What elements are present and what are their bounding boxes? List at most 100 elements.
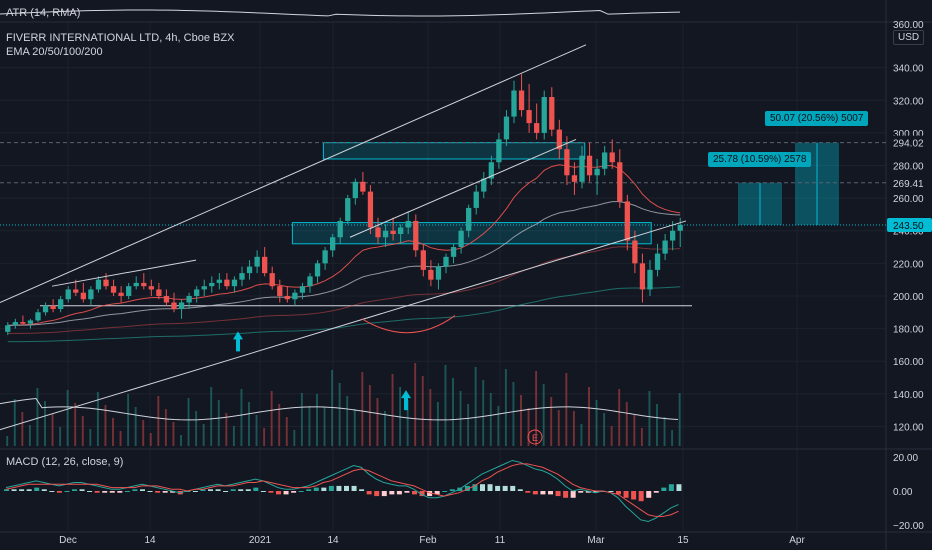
candle-body xyxy=(428,269,434,280)
candle-body xyxy=(435,266,442,280)
volume-bar xyxy=(625,402,628,446)
volume-bar xyxy=(504,369,507,446)
macd-histogram-bar xyxy=(396,491,402,495)
macd-histogram-bar xyxy=(517,489,523,491)
candle-body xyxy=(458,230,464,248)
time-tick-label: Mar xyxy=(587,535,605,546)
volume-bar xyxy=(444,365,447,446)
macd-histogram-bar xyxy=(56,491,62,493)
macd-histogram-bar xyxy=(593,491,599,493)
volume-bar xyxy=(603,413,606,446)
candle-body xyxy=(654,253,661,270)
candle-body xyxy=(65,289,71,300)
candle-body xyxy=(345,198,351,221)
atr-indicator-label[interactable]: ATR (14, RMA) xyxy=(6,7,81,19)
currency-button[interactable]: USD xyxy=(893,30,925,45)
up-arrow-icon xyxy=(233,331,243,352)
volume-bar xyxy=(565,373,568,446)
macd-histogram-bar xyxy=(306,489,312,491)
volume-bar xyxy=(474,367,477,446)
volume-bar xyxy=(127,394,130,446)
macd-tick-label: 0.00 xyxy=(893,487,913,498)
time-tick-label: 15 xyxy=(677,535,689,546)
candle-body xyxy=(194,289,200,296)
macd-histogram-bar xyxy=(668,484,674,491)
cup-curve xyxy=(361,315,456,334)
volume-bar xyxy=(467,404,470,446)
macd-histogram-bar xyxy=(510,485,516,491)
macd-histogram-bar xyxy=(238,489,244,491)
volume-bar xyxy=(648,391,651,446)
macd-histogram-bar xyxy=(124,491,130,492)
macd-tick-label: 20.00 xyxy=(893,453,918,464)
volume-bar xyxy=(44,401,46,446)
volume-bar xyxy=(323,407,326,446)
candle-body xyxy=(73,289,79,293)
macd-histogram-bar xyxy=(676,484,682,491)
volume-bar xyxy=(527,408,530,446)
candle-body xyxy=(254,256,260,267)
macd-histogram-bar xyxy=(34,487,40,491)
candle-body xyxy=(367,191,374,228)
candle-body xyxy=(126,286,132,296)
candle-body xyxy=(246,266,253,274)
candle-body xyxy=(632,240,638,264)
volume-bar xyxy=(542,384,545,446)
macd-histogram-bar xyxy=(170,491,176,493)
volume-bar xyxy=(671,430,674,446)
volume-bar xyxy=(618,389,621,446)
macd-histogram-bar xyxy=(64,491,70,492)
volume-bar xyxy=(550,397,553,446)
volume-bar xyxy=(572,411,575,446)
volume-bar xyxy=(353,409,356,446)
macd-histogram-bar xyxy=(359,489,365,491)
volume-bar xyxy=(285,417,288,446)
macd-histogram-bar xyxy=(72,489,77,491)
ema-indicator-label[interactable]: EMA 20/50/100/200 xyxy=(6,46,103,58)
volume-bar xyxy=(300,393,303,446)
volume-bar xyxy=(376,398,379,446)
macd-tick-label: −20.00 xyxy=(893,521,924,532)
candle-body xyxy=(564,149,570,176)
volume-bar xyxy=(13,399,16,446)
price-tick-label: 140.00 xyxy=(893,390,924,401)
volume-bar xyxy=(195,411,198,446)
candle-body xyxy=(511,90,517,117)
candle-body xyxy=(602,152,608,169)
macd-signal-line xyxy=(5,463,679,517)
candle-body xyxy=(481,178,487,192)
volume-bar xyxy=(21,412,24,446)
price-tick-label: 120.00 xyxy=(893,422,924,433)
volume-bar xyxy=(66,390,69,446)
macd-histogram-bar xyxy=(132,489,138,491)
macd-histogram-bar xyxy=(419,491,425,497)
macd-histogram-bar xyxy=(487,484,493,491)
macd-histogram-bar xyxy=(381,491,387,497)
volume-bar xyxy=(74,403,77,446)
volume-bar xyxy=(157,396,160,446)
macd-indicator-label[interactable]: MACD (12, 26, close, 9) xyxy=(6,456,124,468)
macd-histogram-bar xyxy=(41,489,47,491)
volume-bar xyxy=(633,415,636,446)
inner-trend-line xyxy=(349,138,577,238)
early-trend-line xyxy=(51,259,197,287)
macd-histogram-bar xyxy=(540,491,546,495)
symbol-title[interactable]: FIVERR INTERNATIONAL LTD, 4h, Cboe BZX xyxy=(6,32,235,44)
candle-body xyxy=(110,286,117,293)
candle-body xyxy=(352,181,358,199)
candle-body xyxy=(617,162,623,202)
candle-body xyxy=(103,279,109,287)
price-tag-294: 294.02 xyxy=(893,139,924,150)
macd-histogram-bar xyxy=(253,487,259,491)
candle-body xyxy=(488,162,494,179)
volume-bar xyxy=(180,435,182,446)
candle-body xyxy=(42,305,49,313)
price-tick-label: 300.00 xyxy=(893,129,924,140)
macd-histogram-bar xyxy=(79,489,85,491)
volume-bar xyxy=(391,374,394,446)
candle-body xyxy=(571,175,578,182)
macd-histogram-bar xyxy=(404,491,410,493)
macd-histogram-bar xyxy=(109,491,115,493)
candle-body xyxy=(178,302,185,310)
